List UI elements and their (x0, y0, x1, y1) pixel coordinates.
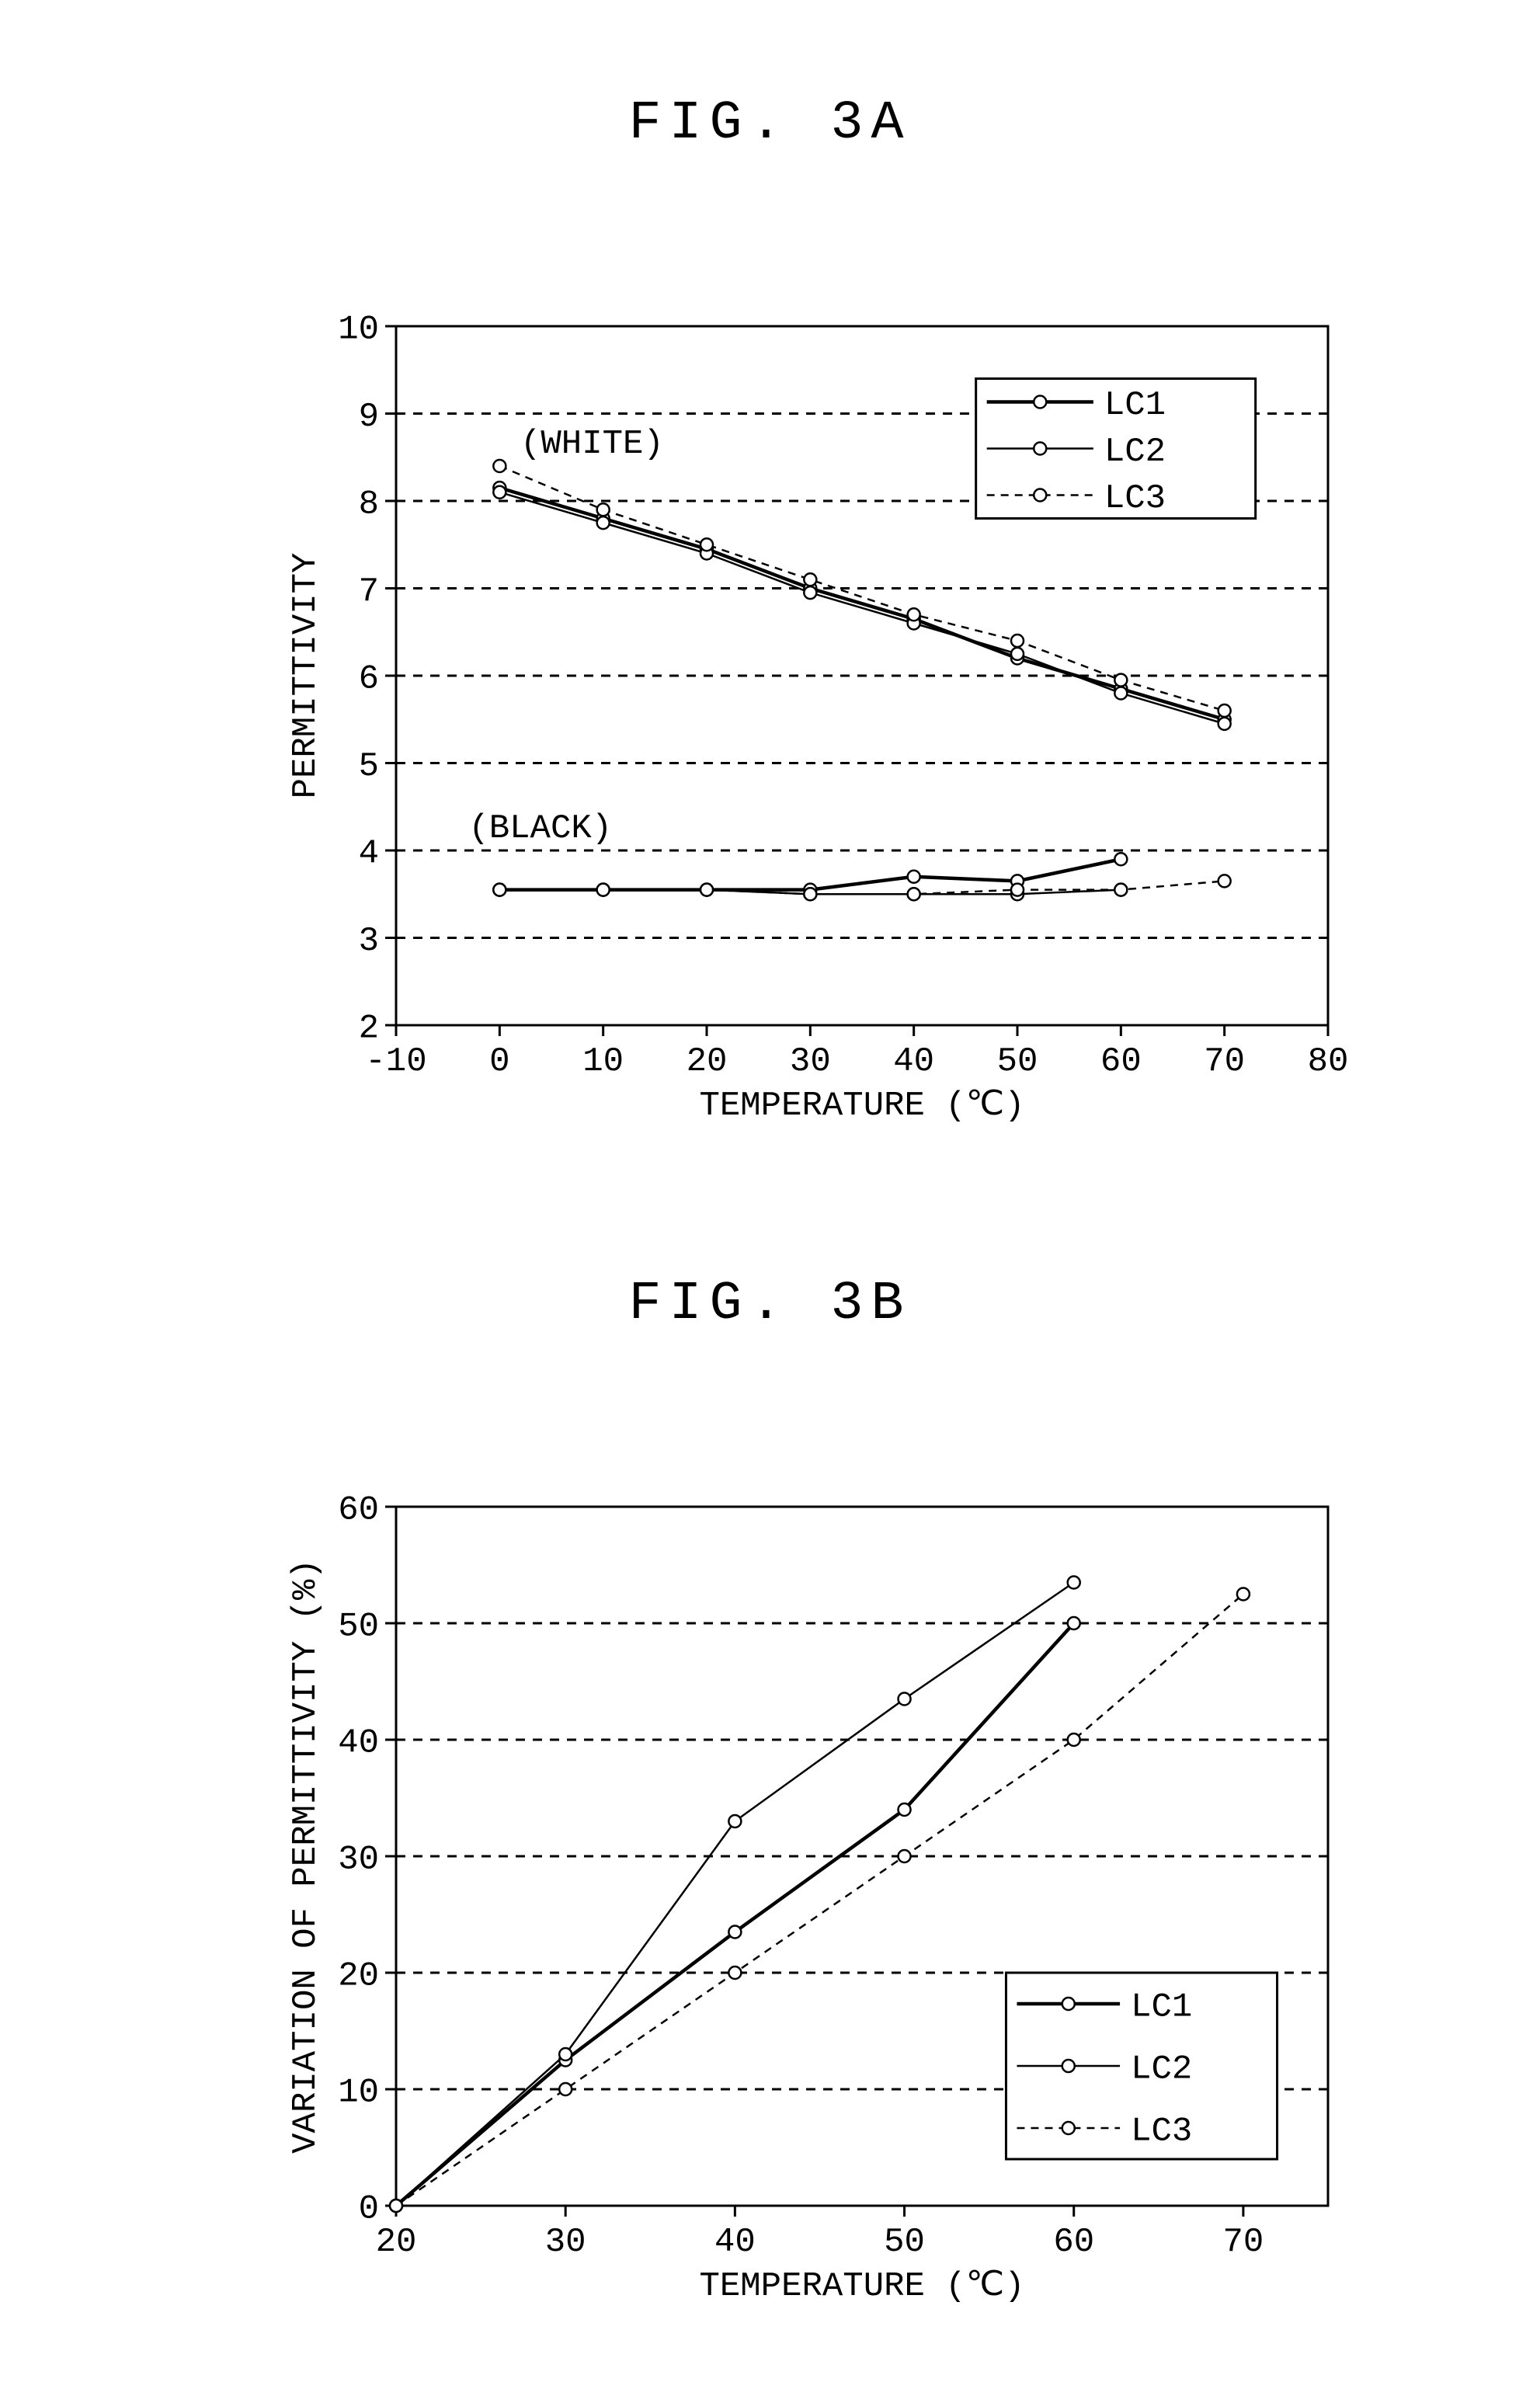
svg-text:4: 4 (359, 834, 379, 873)
svg-text:40: 40 (714, 2223, 756, 2262)
svg-text:30: 30 (790, 1042, 831, 1081)
svg-text:LC2: LC2 (1131, 2050, 1192, 2088)
svg-text:50: 50 (338, 1607, 379, 1646)
svg-text:LC3: LC3 (1131, 2112, 1192, 2151)
chart-a: -10 0 10 20 30 40 50 60 70 80 2 3 4 5 6 7 8 9 10 TEMPERATUR… (272, 295, 1375, 1149)
svg-text:20: 20 (338, 1956, 379, 1995)
figure-b-title: FIG. 3B (0, 1274, 1540, 1335)
svg-text:40: 40 (893, 1042, 934, 1081)
svg-text:20: 20 (687, 1042, 728, 1081)
svg-text:9: 9 (359, 398, 379, 436)
svg-text:TEMPERATURE (℃): TEMPERATURE (℃) (699, 1087, 1024, 1125)
svg-text:8: 8 (359, 485, 379, 523)
svg-text:LC3: LC3 (1104, 479, 1166, 518)
svg-text:60: 60 (1053, 2223, 1094, 2262)
svg-text:30: 30 (338, 1840, 379, 1879)
figure-a-title: FIG. 3A (0, 93, 1540, 155)
svg-text:-10: -10 (365, 1042, 426, 1081)
svg-text:80: 80 (1308, 1042, 1349, 1081)
svg-text:50: 50 (997, 1042, 1038, 1081)
svg-text:10: 10 (338, 310, 379, 349)
svg-text:3: 3 (359, 922, 379, 961)
svg-text:0: 0 (489, 1042, 509, 1081)
svg-text:LC1: LC1 (1104, 386, 1166, 425)
svg-text:70: 70 (1204, 1042, 1245, 1081)
svg-text:50: 50 (884, 2223, 925, 2262)
svg-text:LC1: LC1 (1131, 1987, 1192, 2026)
svg-text:PERMITTIVITY: PERMITTIVITY (287, 553, 325, 799)
svg-text:6: 6 (359, 659, 379, 698)
svg-text:60: 60 (1100, 1042, 1142, 1081)
svg-text:30: 30 (545, 2223, 586, 2262)
svg-text:5: 5 (359, 747, 379, 786)
svg-text:(BLACK): (BLACK) (468, 809, 612, 848)
svg-text:10: 10 (582, 1042, 624, 1081)
svg-text:7: 7 (359, 572, 379, 611)
svg-text:0: 0 (359, 2189, 379, 2228)
chart-b: 20 30 40 50 60 70 0 10 20 30 40 50 60 TEMPERATURE (℃)… (272, 1476, 1375, 2330)
chart-a-svg: -10 0 10 20 30 40 50 60 70 80 2 3 4 5 6 7 8 9 10 TEMPERATUR… (272, 295, 1375, 1149)
svg-text:40: 40 (338, 1723, 379, 1762)
svg-text:70: 70 (1223, 2223, 1264, 2262)
svg-text:2: 2 (359, 1009, 379, 1048)
svg-text:LC2: LC2 (1104, 433, 1166, 471)
svg-text:10: 10 (338, 2073, 379, 2112)
svg-text:TEMPERATURE (℃): TEMPERATURE (℃) (699, 2267, 1024, 2306)
svg-text:60: 60 (338, 1490, 379, 1529)
svg-text:20: 20 (376, 2223, 417, 2262)
svg-text:(WHITE): (WHITE) (520, 425, 664, 464)
svg-text:VARIATION OF PERMITTIVITY (%): VARIATION OF PERMITTIVITY (%) (287, 1559, 325, 2154)
chart-b-svg: 20 30 40 50 60 70 0 10 20 30 40 50 60 TEMPERATURE (℃)… (272, 1476, 1375, 2330)
